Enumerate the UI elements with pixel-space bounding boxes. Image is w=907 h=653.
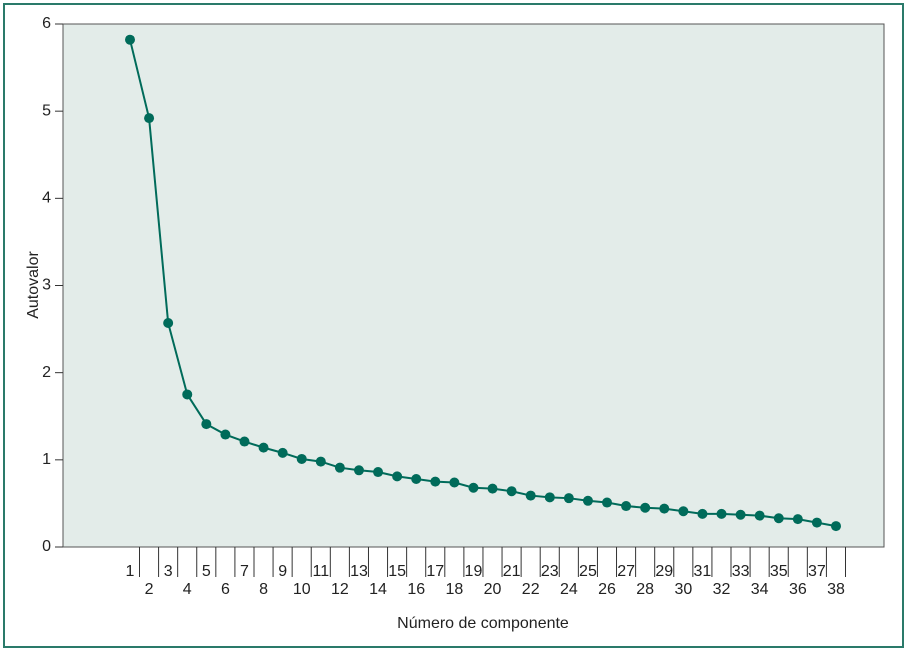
y-tick-label: 3 <box>42 277 51 294</box>
x-tick-label: 27 <box>617 563 635 580</box>
data-point <box>239 436 250 447</box>
data-point <box>831 521 841 532</box>
data-point <box>697 508 708 519</box>
x-axis-label: Número de componente <box>397 615 569 632</box>
data-point <box>544 492 555 503</box>
x-tick-label: 12 <box>331 581 349 598</box>
x-tick-label: 25 <box>579 563 597 580</box>
data-point <box>621 501 632 512</box>
data-point <box>754 510 765 521</box>
data-point <box>602 497 613 508</box>
x-tick-label: 33 <box>732 563 750 580</box>
data-point <box>277 447 288 458</box>
data-point <box>315 456 326 467</box>
data-point <box>296 453 307 464</box>
data-point <box>735 509 746 520</box>
x-tick-label: 20 <box>484 581 502 598</box>
data-point <box>163 317 174 328</box>
data-point <box>182 389 193 400</box>
y-tick-label: 6 <box>42 15 51 32</box>
data-point <box>582 495 593 506</box>
data-point <box>773 513 784 524</box>
x-tick-label: 14 <box>369 581 387 598</box>
x-tick-label: 29 <box>655 563 673 580</box>
y-tick-label: 0 <box>42 538 51 555</box>
y-axis-label: Autovalor <box>25 251 42 319</box>
x-tick-label: 2 <box>145 581 154 598</box>
data-point <box>220 429 231 440</box>
y-tick-label: 5 <box>42 102 51 119</box>
x-tick-label: 17 <box>426 563 444 580</box>
x-tick-label: 18 <box>445 581 463 598</box>
data-point <box>678 506 689 517</box>
data-point <box>125 34 135 45</box>
data-point <box>716 508 727 519</box>
data-point <box>373 467 384 478</box>
x-tick-label: 22 <box>522 581 540 598</box>
x-tick-label: 36 <box>789 581 807 598</box>
data-point <box>525 490 536 501</box>
x-tick-label: 4 <box>183 581 192 598</box>
data-point <box>506 486 517 497</box>
x-tick-label: 26 <box>598 581 616 598</box>
x-tick-label: 10 <box>293 581 311 598</box>
x-tick-label: 35 <box>770 563 788 580</box>
x-tick-label: 31 <box>694 563 712 580</box>
data-point <box>659 503 670 514</box>
x-tick-label: 38 <box>827 581 845 598</box>
x-tick-label: 1 <box>126 563 135 580</box>
data-point <box>392 471 403 482</box>
x-tick-label: 21 <box>503 563 521 580</box>
data-point <box>353 465 364 476</box>
data-point <box>411 474 422 485</box>
y-tick-label: 4 <box>42 190 51 207</box>
data-point <box>334 462 345 473</box>
x-tick-label: 23 <box>541 563 559 580</box>
data-point <box>449 477 460 488</box>
data-point <box>468 482 479 493</box>
data-point <box>811 517 822 528</box>
x-tick-label: 24 <box>560 581 578 598</box>
x-tick-label: 7 <box>240 563 249 580</box>
x-tick-label: 8 <box>259 581 268 598</box>
x-tick-label: 16 <box>407 581 425 598</box>
data-point <box>563 493 574 504</box>
data-point <box>640 502 651 513</box>
x-tick-label: 5 <box>202 563 211 580</box>
x-tick-label: 15 <box>388 563 406 580</box>
x-tick-label: 30 <box>674 581 692 598</box>
data-point <box>792 514 803 525</box>
x-tick-label: 34 <box>751 581 769 598</box>
x-tick-label: 19 <box>465 563 483 580</box>
x-tick-label: 32 <box>713 581 731 598</box>
x-tick-label: 11 <box>313 563 330 580</box>
x-tick-label: 3 <box>164 563 173 580</box>
x-tick-label: 28 <box>636 581 654 598</box>
plot-area <box>62 23 885 548</box>
data-point <box>144 113 155 124</box>
x-tick-label: 9 <box>278 563 287 580</box>
data-point <box>487 483 498 494</box>
x-tick-label: 6 <box>221 581 230 598</box>
data-point <box>258 442 269 453</box>
y-tick-label: 2 <box>42 364 51 381</box>
y-tick-label: 1 <box>42 451 51 468</box>
data-point <box>430 476 441 487</box>
x-tick-label: 37 <box>808 563 826 580</box>
x-tick-label: 13 <box>350 563 368 580</box>
data-point <box>201 419 212 430</box>
